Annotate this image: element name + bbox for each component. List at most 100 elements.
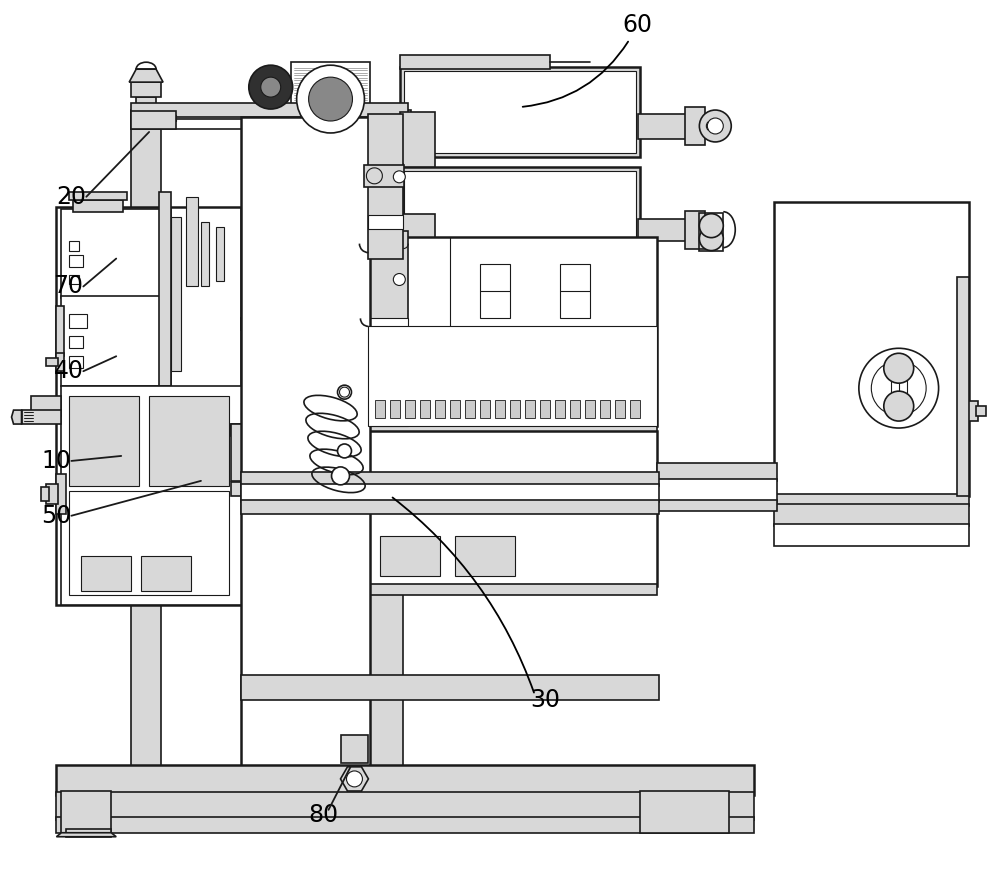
- Circle shape: [884, 392, 914, 421]
- Bar: [400, 166, 640, 258]
- Circle shape: [699, 110, 731, 142]
- Bar: [480, 400, 490, 418]
- Bar: [61, 386, 246, 605]
- Bar: [615, 400, 625, 418]
- Text: 20: 20: [56, 185, 86, 208]
- Bar: [73, 200, 123, 212]
- Text: 10: 10: [41, 449, 71, 473]
- Bar: [630, 400, 640, 418]
- Bar: [241, 500, 659, 513]
- Bar: [774, 201, 969, 496]
- Bar: [685, 211, 705, 249]
- Bar: [480, 264, 510, 318]
- Text: 30: 30: [530, 689, 560, 712]
- Bar: [61, 296, 171, 386]
- Bar: [405, 400, 415, 418]
- Bar: [957, 277, 969, 496]
- Bar: [69, 491, 229, 596]
- Bar: [201, 222, 209, 286]
- Bar: [623, 401, 633, 421]
- Bar: [61, 791, 111, 833]
- Bar: [395, 266, 403, 292]
- Bar: [231, 424, 370, 436]
- Bar: [455, 401, 465, 421]
- Bar: [891, 361, 907, 416]
- Bar: [638, 219, 687, 241]
- Bar: [525, 400, 535, 418]
- Bar: [131, 119, 400, 129]
- Text: 50: 50: [41, 504, 72, 527]
- Bar: [69, 274, 79, 285]
- Bar: [69, 255, 83, 266]
- Bar: [657, 479, 777, 502]
- Bar: [360, 110, 411, 122]
- Bar: [637, 401, 647, 421]
- Bar: [69, 336, 83, 349]
- Bar: [585, 400, 595, 418]
- Bar: [231, 424, 243, 481]
- Circle shape: [884, 353, 914, 383]
- Bar: [119, 775, 173, 783]
- Bar: [450, 400, 460, 418]
- Bar: [368, 431, 657, 585]
- Bar: [368, 237, 657, 426]
- Bar: [976, 406, 986, 416]
- Bar: [56, 353, 64, 371]
- Bar: [186, 197, 198, 286]
- Bar: [66, 829, 111, 837]
- Circle shape: [338, 444, 351, 458]
- Bar: [131, 110, 400, 122]
- Bar: [61, 208, 171, 299]
- Circle shape: [393, 171, 405, 183]
- Bar: [567, 401, 577, 421]
- Bar: [69, 241, 79, 251]
- Bar: [539, 401, 549, 421]
- Bar: [341, 735, 368, 763]
- Bar: [56, 307, 64, 357]
- Bar: [81, 555, 131, 590]
- Bar: [400, 112, 435, 166]
- Bar: [497, 401, 507, 421]
- Circle shape: [699, 214, 723, 237]
- Circle shape: [309, 77, 352, 121]
- Bar: [685, 107, 705, 145]
- Bar: [56, 207, 241, 605]
- Bar: [420, 400, 430, 418]
- Polygon shape: [56, 833, 116, 837]
- Text: 80: 80: [309, 802, 339, 827]
- Bar: [368, 424, 657, 436]
- Circle shape: [707, 118, 723, 134]
- Bar: [331, 374, 350, 386]
- Bar: [368, 112, 403, 780]
- Bar: [525, 401, 535, 421]
- Bar: [364, 165, 404, 187]
- Bar: [22, 410, 61, 424]
- Circle shape: [261, 77, 281, 97]
- Bar: [774, 524, 969, 546]
- Bar: [241, 472, 659, 486]
- Circle shape: [346, 771, 362, 787]
- Bar: [375, 400, 385, 418]
- Bar: [56, 816, 754, 833]
- Bar: [46, 484, 58, 504]
- Bar: [555, 400, 565, 418]
- Bar: [69, 357, 83, 368]
- Bar: [368, 215, 403, 229]
- Bar: [149, 396, 229, 486]
- Text: 70: 70: [53, 274, 83, 299]
- Polygon shape: [341, 766, 368, 791]
- Bar: [368, 327, 657, 426]
- Bar: [141, 555, 191, 590]
- Bar: [465, 400, 475, 418]
- Bar: [595, 401, 605, 421]
- Bar: [511, 401, 521, 421]
- Bar: [400, 55, 550, 69]
- Bar: [136, 97, 156, 115]
- Bar: [69, 192, 127, 200]
- Circle shape: [332, 467, 349, 484]
- Circle shape: [393, 273, 405, 286]
- Circle shape: [249, 65, 293, 109]
- Bar: [560, 264, 590, 318]
- Bar: [241, 675, 659, 700]
- Bar: [774, 494, 969, 505]
